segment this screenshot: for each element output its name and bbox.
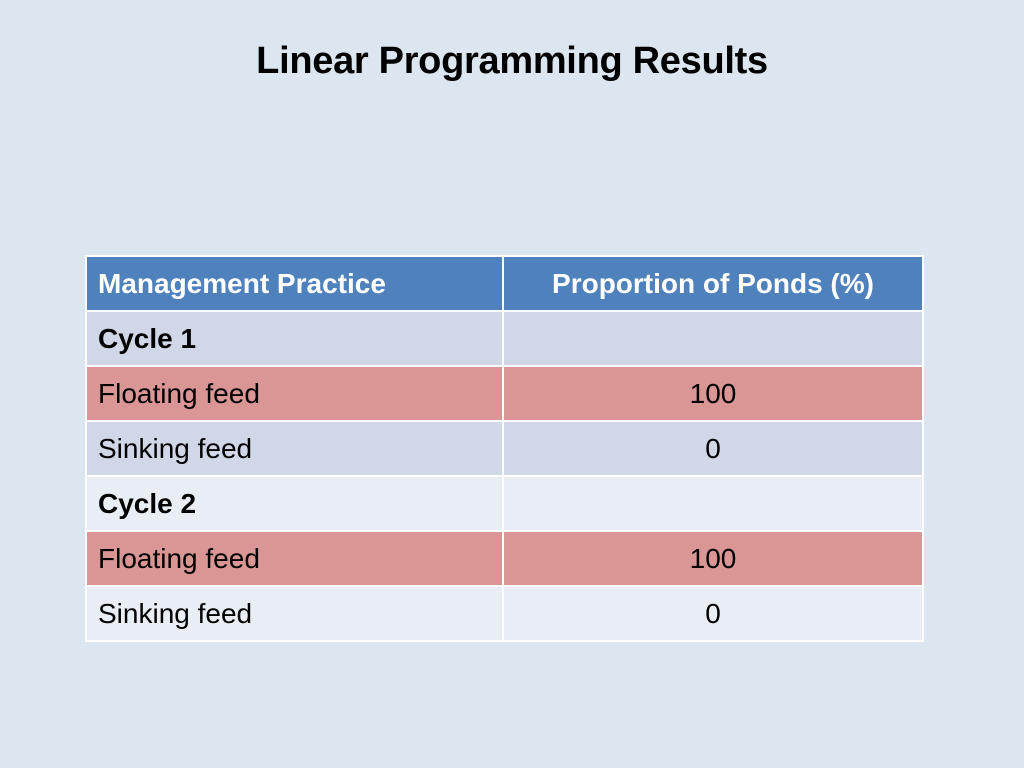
row-label: Cycle 2 — [85, 475, 504, 532]
row-label: Sinking feed — [85, 585, 504, 642]
row-label: Sinking feed — [85, 420, 504, 477]
row-label: Floating feed — [85, 530, 504, 587]
row-value: 0 — [502, 420, 924, 477]
slide-title: Linear Programming Results — [256, 40, 768, 82]
table-row: Floating feed 100 — [85, 365, 924, 422]
table-row: Cycle 1 — [85, 310, 924, 367]
row-label: Floating feed — [85, 365, 504, 422]
header-proportion-of-ponds: Proportion of Ponds (%) — [502, 255, 924, 312]
table-row: Sinking feed 0 — [85, 420, 924, 477]
table-row: Floating feed 100 — [85, 530, 924, 587]
row-value — [502, 310, 924, 367]
table-row: Sinking feed 0 — [85, 585, 924, 642]
row-value: 100 — [502, 365, 924, 422]
row-value — [502, 475, 924, 532]
row-label: Cycle 1 — [85, 310, 504, 367]
results-table: Management Practice Proportion of Ponds … — [85, 255, 924, 642]
table-row: Cycle 2 — [85, 475, 924, 532]
table-header-row: Management Practice Proportion of Ponds … — [85, 255, 924, 312]
row-value: 0 — [502, 585, 924, 642]
header-management-practice: Management Practice — [85, 255, 504, 312]
row-value: 100 — [502, 530, 924, 587]
